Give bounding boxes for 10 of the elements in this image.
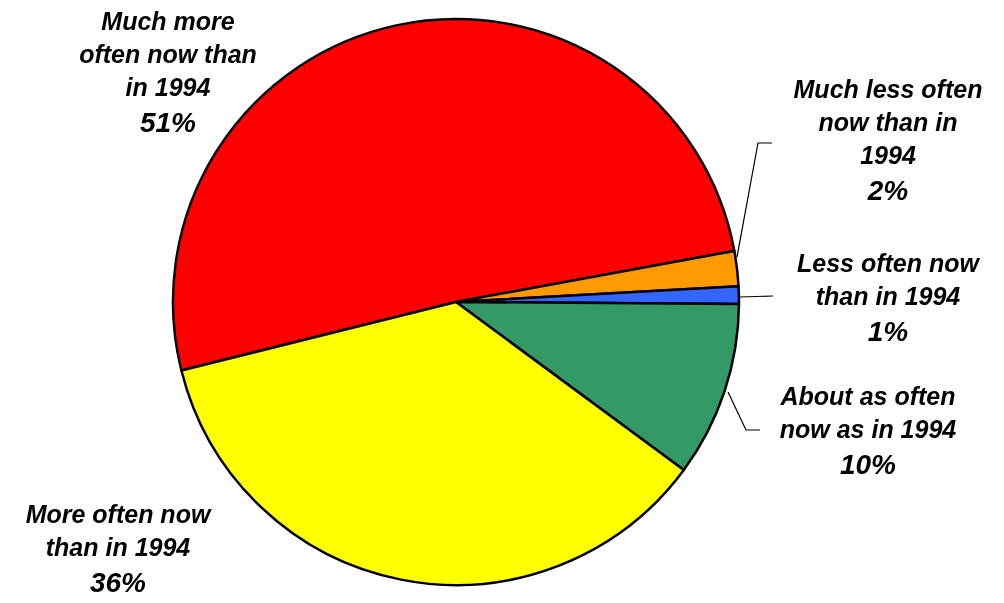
slice-label: Much less often now than in 1994 — [793, 75, 983, 169]
data-label: 36% — [89, 567, 147, 598]
data-label: 51% — [139, 107, 197, 138]
slice-label: About as often now as in 1994 — [779, 382, 957, 443]
data-label: 1% — [867, 316, 909, 347]
data-label: 10% — [839, 449, 897, 480]
data-label: 2% — [866, 175, 909, 206]
slice-label: Much more often now than in 1994 — [79, 7, 257, 101]
slice-label: More often now than in 1994 — [25, 500, 212, 561]
slice-label: Less often now than in 1994 — [797, 249, 981, 310]
